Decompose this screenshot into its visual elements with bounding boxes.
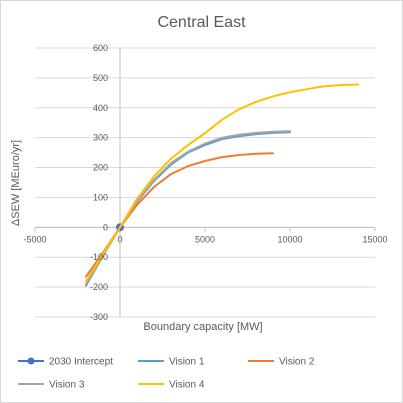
series-line-vision-4	[85, 83, 359, 283]
y-axis-title: ΔSEW [MEuro/yr]	[10, 140, 22, 226]
legend-label-vision-3: Vision 3	[49, 380, 85, 391]
tick-labels: -300 -200 -100 0 100 200 300 400 500 600 -5000 0 500…	[23, 43, 387, 322]
legend-label-vision-4: Vision 4	[169, 380, 205, 391]
legend-label-vision-1: Vision 1	[169, 357, 205, 368]
y-tick-label: -200	[90, 282, 108, 292]
y-tick-label: 500	[93, 73, 108, 83]
series-line-vision-2	[85, 152, 274, 278]
x-tick-label: 0	[117, 234, 122, 244]
legend: 2030 Intercept Vision 1 Vision 2 Vision 3 Vi…	[18, 357, 315, 391]
x-axis-title: Boundary capacity [MW]	[143, 321, 262, 333]
gridlines	[35, 47, 375, 318]
y-tick-label: 200	[93, 163, 108, 173]
legend-marker-2030-intercept	[27, 357, 35, 365]
x-tick-label: 10000	[277, 234, 302, 244]
x-tick-label: 15000	[362, 234, 387, 244]
x-tick-label: 5000	[195, 234, 215, 244]
y-tick-label: 400	[93, 103, 108, 113]
y-tick-label: -300	[90, 312, 108, 322]
y-tick-label: 0	[103, 222, 108, 232]
series-line-vision-1	[85, 131, 291, 287]
y-tick-label: 100	[93, 192, 108, 202]
legend-label-vision-2: Vision 2	[279, 357, 315, 368]
legend-label-2030-intercept: 2030 Intercept	[49, 357, 113, 368]
chart-title: Central East	[157, 14, 246, 31]
y-tick-label: 300	[93, 133, 108, 143]
x-tick-label: -5000	[23, 234, 46, 244]
y-tick-label: -100	[90, 252, 108, 262]
y-tick-label: 600	[93, 43, 108, 53]
series-lines	[85, 83, 359, 287]
